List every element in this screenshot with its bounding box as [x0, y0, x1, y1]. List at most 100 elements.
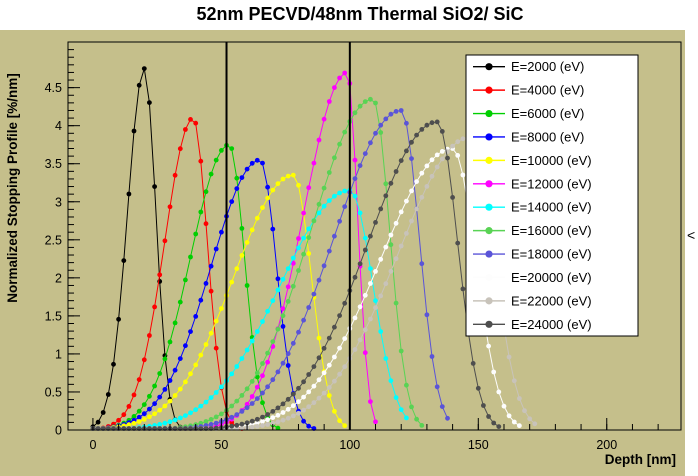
series-marker: [337, 75, 342, 81]
series-marker: [141, 357, 147, 363]
series-marker: [290, 403, 296, 409]
series-marker: [409, 139, 414, 145]
series-marker: [167, 378, 173, 383]
series-marker: [419, 126, 425, 132]
series-marker: [326, 248, 332, 254]
series-marker: [296, 329, 301, 335]
series-marker: [290, 413, 296, 419]
legend-marker: [485, 320, 493, 328]
series-marker: [357, 163, 363, 169]
series-marker: [249, 160, 255, 166]
series-marker: [404, 148, 409, 154]
series-marker: [306, 185, 312, 191]
series-marker: [368, 399, 373, 404]
series-marker: [131, 128, 137, 134]
legend-entry-0: E=2000 (eV): [473, 59, 584, 74]
series-marker: [285, 415, 291, 421]
series-marker: [316, 335, 322, 341]
series-marker: [234, 422, 240, 428]
series-marker: [419, 170, 425, 176]
y-tick-label: 0: [55, 424, 62, 438]
series-marker: [398, 243, 404, 249]
legend-marker: [485, 297, 493, 305]
series-marker: [121, 412, 127, 418]
series-marker: [177, 356, 183, 361]
plot-frame: [67, 41, 682, 431]
series-marker: [439, 404, 445, 409]
series-marker: [193, 314, 199, 319]
series-marker: [445, 155, 450, 161]
series-marker: [131, 420, 137, 426]
series-marker: [254, 424, 260, 429]
series-8: [90, 108, 450, 431]
series-marker: [306, 226, 312, 232]
legend-label: E=22000 (eV): [511, 293, 592, 308]
y-tick-label: 2.5: [45, 233, 62, 247]
series-marker: [362, 247, 368, 253]
series-marker: [188, 254, 193, 260]
series-marker: [229, 423, 235, 429]
series-marker: [460, 286, 466, 292]
series-marker: [116, 316, 121, 322]
series-marker: [183, 413, 188, 418]
series-marker: [126, 422, 132, 428]
series-marker: [321, 390, 327, 396]
series-marker: [481, 403, 486, 408]
series-marker: [290, 391, 296, 397]
series-marker: [270, 339, 276, 344]
series-marker: [229, 414, 235, 420]
series-marker: [95, 419, 101, 425]
series-marker: [183, 277, 188, 283]
series-marker: [147, 414, 152, 420]
series-marker: [198, 403, 204, 409]
series-marker: [198, 209, 204, 215]
series-marker: [208, 395, 214, 400]
series-marker: [208, 330, 214, 336]
series-marker: [404, 382, 409, 388]
series-marker: [213, 345, 219, 351]
series-marker: [265, 412, 270, 417]
series-marker: [455, 153, 461, 158]
series-marker: [491, 369, 497, 375]
series-marker: [136, 82, 142, 88]
legend-entry-10: E=22000 (eV): [473, 293, 592, 308]
series-marker: [424, 312, 430, 318]
series-marker: [290, 172, 296, 178]
series-marker: [378, 293, 384, 299]
series-marker: [136, 419, 142, 424]
series-marker: [285, 363, 291, 368]
series-marker: [368, 266, 373, 271]
series-marker: [147, 333, 152, 338]
series-marker: [239, 393, 245, 398]
series-marker: [388, 111, 394, 117]
series-marker: [131, 392, 137, 398]
legend-label: E=20000 (eV): [511, 270, 592, 285]
series-marker: [244, 166, 250, 172]
series-marker: [332, 378, 337, 384]
series-marker: [368, 316, 373, 322]
series-marker: [455, 240, 461, 246]
legend-entry-8: E=18000 (eV): [473, 247, 592, 262]
series-marker: [301, 251, 306, 257]
legend-marker: [485, 156, 493, 164]
x-tick-label: 200: [596, 438, 617, 452]
series-marker: [321, 370, 327, 376]
series-marker: [445, 415, 450, 421]
series-marker: [285, 284, 291, 290]
y-tick-label: 4: [55, 119, 62, 133]
series-marker: [219, 384, 224, 390]
series-marker: [229, 371, 235, 377]
x-tick-label: 50: [214, 438, 228, 452]
legend-marker: [485, 86, 493, 94]
legend-entry-7: E=16000 (eV): [473, 223, 592, 238]
series-marker: [193, 362, 199, 368]
series-marker: [419, 423, 425, 428]
series-marker: [383, 356, 389, 361]
series-marker: [306, 251, 312, 256]
series-marker: [141, 66, 147, 71]
series-marker: [275, 276, 281, 282]
legend-marker: [485, 63, 493, 71]
series-marker: [414, 206, 419, 212]
series-marker: [321, 263, 327, 269]
series-marker: [373, 419, 378, 425]
